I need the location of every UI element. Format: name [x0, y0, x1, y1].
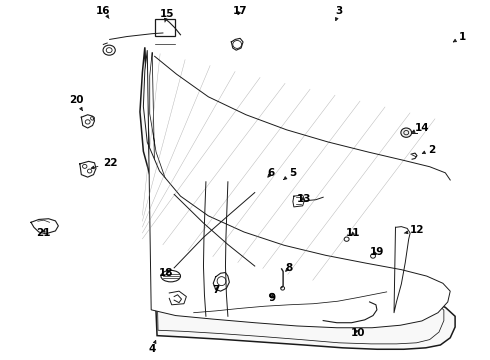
Text: 21: 21	[36, 228, 51, 238]
Text: 15: 15	[160, 9, 174, 22]
Text: 11: 11	[346, 228, 361, 238]
Text: 7: 7	[212, 285, 220, 296]
Text: 1: 1	[453, 32, 466, 42]
Text: 22: 22	[91, 158, 118, 169]
Text: 6: 6	[268, 168, 275, 178]
Text: 5: 5	[284, 168, 296, 180]
Text: 8: 8	[285, 263, 293, 273]
Text: 19: 19	[370, 247, 384, 257]
Ellipse shape	[401, 128, 412, 137]
Text: 17: 17	[233, 6, 247, 16]
Bar	[155, 19, 175, 36]
Polygon shape	[144, 50, 450, 328]
Text: 12: 12	[404, 225, 424, 235]
Polygon shape	[140, 47, 455, 349]
Text: 4: 4	[148, 341, 156, 354]
Text: 14: 14	[412, 123, 429, 133]
Text: 10: 10	[351, 328, 366, 338]
Text: 9: 9	[269, 293, 276, 303]
Text: 18: 18	[159, 267, 173, 278]
Text: 2: 2	[422, 144, 435, 154]
Text: 3: 3	[336, 6, 343, 21]
Text: 16: 16	[96, 6, 111, 18]
Text: 13: 13	[296, 194, 311, 204]
Text: 20: 20	[69, 95, 83, 111]
